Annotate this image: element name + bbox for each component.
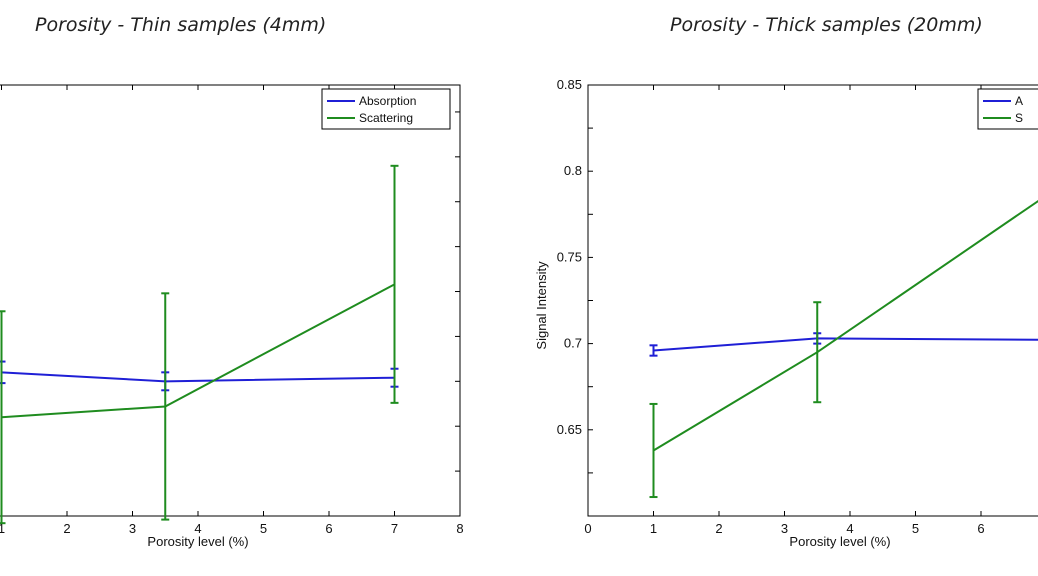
x-tick-label: 0 — [584, 521, 591, 536]
x-tick-label: 2 — [715, 521, 722, 536]
y-tick-label: 0.75 — [557, 249, 582, 264]
legend-label-absorption: Absorption — [359, 94, 416, 108]
x-tick-label: 6 — [325, 521, 332, 536]
x-tick-label: 3 — [129, 521, 136, 536]
x-tick-label: 4 — [846, 521, 853, 536]
series-line-absorption — [1, 371, 395, 383]
y-tick-label: 0.85 — [557, 77, 582, 92]
legend-box-0 — [321, 88, 451, 130]
legend-label-absorption: A — [1015, 94, 1023, 108]
x-tick-label: 3 — [781, 521, 788, 536]
y-tick-label: 0.8 — [564, 163, 582, 178]
left-chart-title: Porosity - Thin samples (4mm) — [35, 14, 327, 36]
axes-box-0 — [0, 84, 461, 517]
legend-box-1 — [977, 88, 1038, 130]
x-tick-label: 1 — [0, 521, 5, 536]
x-tick-label: 8 — [456, 521, 463, 536]
x-tick-label: 7 — [391, 521, 398, 536]
right-chart-title: Porosity - Thick samples (20mm) — [670, 14, 983, 36]
x-tick-label: 5 — [912, 521, 919, 536]
y-tick-label: 0.7 — [564, 336, 582, 351]
y-tick-label: 0.65 — [557, 422, 582, 437]
x-tick-label: 5 — [260, 521, 267, 536]
x-axis-label: Porosity level (%) — [789, 534, 890, 549]
legend-label-scattering: S — [1015, 111, 1023, 125]
axes-box-1 — [587, 84, 1038, 517]
series-line-scattering — [1, 283, 395, 419]
legend-label-scattering: Scattering — [359, 111, 413, 125]
y-axis-label: Signal Intensity — [534, 261, 549, 350]
series-line-absorption — [653, 337, 1038, 352]
x-tick-label: 1 — [650, 521, 657, 536]
x-axis-label: Porosity level (%) — [147, 534, 248, 549]
x-tick-label: 6 — [977, 521, 984, 536]
x-tick-label: 2 — [63, 521, 70, 536]
x-tick-label: 4 — [194, 521, 201, 536]
series-line-scattering — [652, 199, 1038, 452]
